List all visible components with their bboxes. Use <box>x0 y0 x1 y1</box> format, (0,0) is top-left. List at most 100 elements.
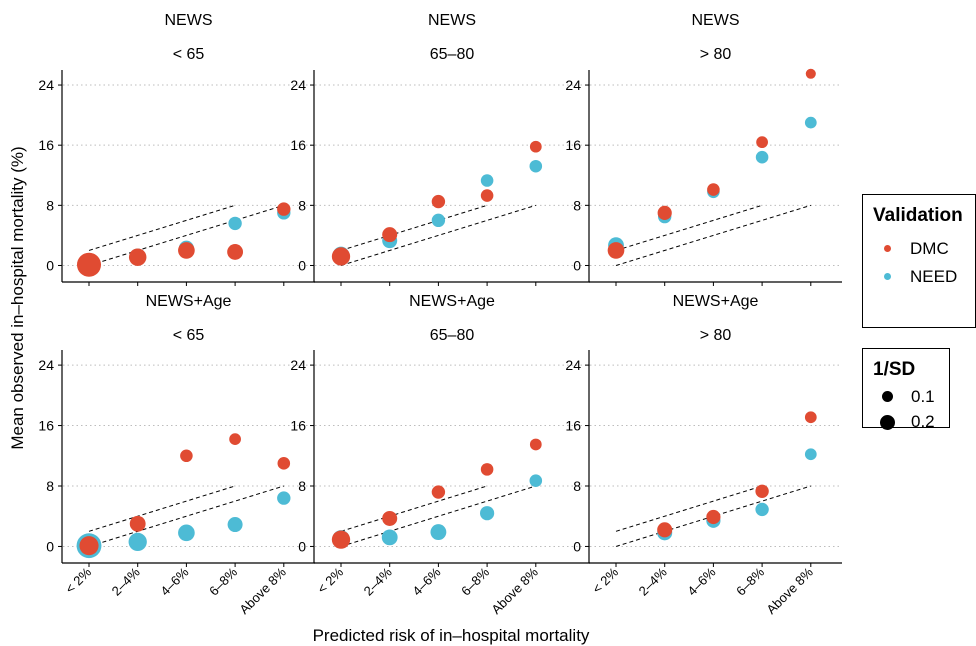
x-tick-label: < 2% <box>314 564 346 596</box>
y-tick-label: 8 <box>573 478 581 494</box>
reference-lower-line <box>615 204 811 266</box>
y-tick-label: 24 <box>565 77 581 93</box>
y-axis-title: Mean observed in–hospital mortality (%) <box>8 146 27 449</box>
need-point <box>228 216 242 231</box>
y-tick-label: 0 <box>573 257 581 273</box>
dmc-point <box>277 457 291 470</box>
need-point <box>430 524 447 541</box>
dmc-point <box>227 244 244 260</box>
y-tick-label: 0 <box>573 538 581 554</box>
x-tick-label: 4–6% <box>409 564 443 598</box>
x-tick-label: 6–8% <box>206 564 240 598</box>
need-point <box>804 116 817 129</box>
need-point <box>755 150 769 164</box>
need-point <box>128 532 147 552</box>
y-tick-label: 16 <box>565 137 581 153</box>
y-tick-label: 8 <box>298 478 306 494</box>
dmc-point <box>129 515 146 532</box>
panel-model-label: NEWS <box>428 12 476 29</box>
dmc-legend-label: DMC <box>910 239 949 258</box>
dmc-point <box>607 242 625 259</box>
panel-age-label: < 65 <box>173 327 205 344</box>
need-point <box>480 174 494 187</box>
size-legend-title: 1/SD <box>873 359 916 380</box>
reference-lower-line <box>88 204 284 266</box>
need-legend-marker <box>884 273 891 280</box>
x-tick-label: 4–6% <box>684 564 718 598</box>
y-tick-label: 0 <box>46 257 54 273</box>
x-tick-label: < 2% <box>589 564 621 596</box>
dmc-point <box>431 194 446 209</box>
panel-model-label: NEWS <box>692 12 740 29</box>
size-legend-marker-small <box>882 391 893 402</box>
size-legend-marker-large <box>880 415 895 430</box>
need-point <box>277 491 291 505</box>
x-tick-label: 2–4% <box>361 564 395 598</box>
reference-upper-line <box>340 204 488 251</box>
y-tick-label: 16 <box>290 137 306 153</box>
dmc-point <box>804 411 817 424</box>
dmc-point <box>128 248 147 266</box>
reference-upper-line <box>340 485 488 532</box>
y-tick-label: 24 <box>38 357 54 373</box>
x-tick-label: 6–8% <box>733 564 767 598</box>
y-tick-label: 16 <box>565 418 581 434</box>
dmc-point <box>229 433 241 446</box>
need-point <box>381 529 398 546</box>
dmc-point <box>382 227 398 243</box>
need-point <box>755 502 769 517</box>
dmc-point <box>529 438 542 451</box>
dmc-point <box>657 205 672 220</box>
panel-age-label: 65–80 <box>430 327 475 344</box>
reference-upper-line <box>88 485 236 532</box>
dmc-point <box>755 484 769 498</box>
panel-model-label: NEWS <box>165 12 213 29</box>
dmc-point <box>431 485 446 499</box>
dmc-point <box>79 536 99 556</box>
panel-model-label: NEWS+Age <box>409 293 495 310</box>
need-point <box>804 448 817 461</box>
dmc-point <box>178 242 195 259</box>
reference-upper-line <box>615 485 763 532</box>
need-point <box>529 159 543 173</box>
x-tick-label: 6–8% <box>458 564 492 598</box>
reference-lower-line <box>88 485 284 547</box>
x-tick-label: 2–4% <box>636 564 670 598</box>
need-point <box>480 506 495 521</box>
dmc-point <box>706 509 721 525</box>
dmc-point <box>76 252 102 277</box>
x-tick-label: 2–4% <box>109 564 143 598</box>
validation-legend: Validation DMC NEED <box>862 194 976 328</box>
y-tick-label: 0 <box>298 257 306 273</box>
dmc-point <box>657 522 673 538</box>
reference-lower-line <box>340 204 536 266</box>
x-tick-label: < 2% <box>62 564 94 596</box>
size-legend-label-large: 0.2 <box>911 412 935 431</box>
y-tick-label: 0 <box>298 538 306 554</box>
panel-age-label: < 65 <box>173 46 205 63</box>
y-tick-label: 16 <box>38 137 54 153</box>
y-tick-label: 24 <box>290 357 306 373</box>
validation-legend-title: Validation <box>873 205 963 226</box>
dmc-point <box>180 449 193 463</box>
need-point <box>431 213 446 228</box>
y-tick-label: 24 <box>38 77 54 93</box>
panel-model-label: NEWS+Age <box>146 293 232 310</box>
x-tick-label: 4–6% <box>157 564 191 598</box>
y-tick-label: 16 <box>290 418 306 434</box>
dmc-point <box>331 247 351 266</box>
panel-age-label: 65–80 <box>430 46 475 63</box>
y-tick-label: 8 <box>46 197 54 213</box>
y-tick-label: 8 <box>573 197 581 213</box>
y-tick-label: 24 <box>290 77 306 93</box>
y-tick-label: 0 <box>46 538 54 554</box>
dmc-point <box>529 140 542 153</box>
dmc-point <box>382 510 398 526</box>
panel-age-label: > 80 <box>700 46 732 63</box>
dmc-point <box>805 68 816 79</box>
x-tick-label: Above 8% <box>236 564 289 617</box>
reference-upper-line <box>615 204 763 251</box>
dmc-point <box>756 136 768 149</box>
reference-upper-line <box>88 204 236 251</box>
